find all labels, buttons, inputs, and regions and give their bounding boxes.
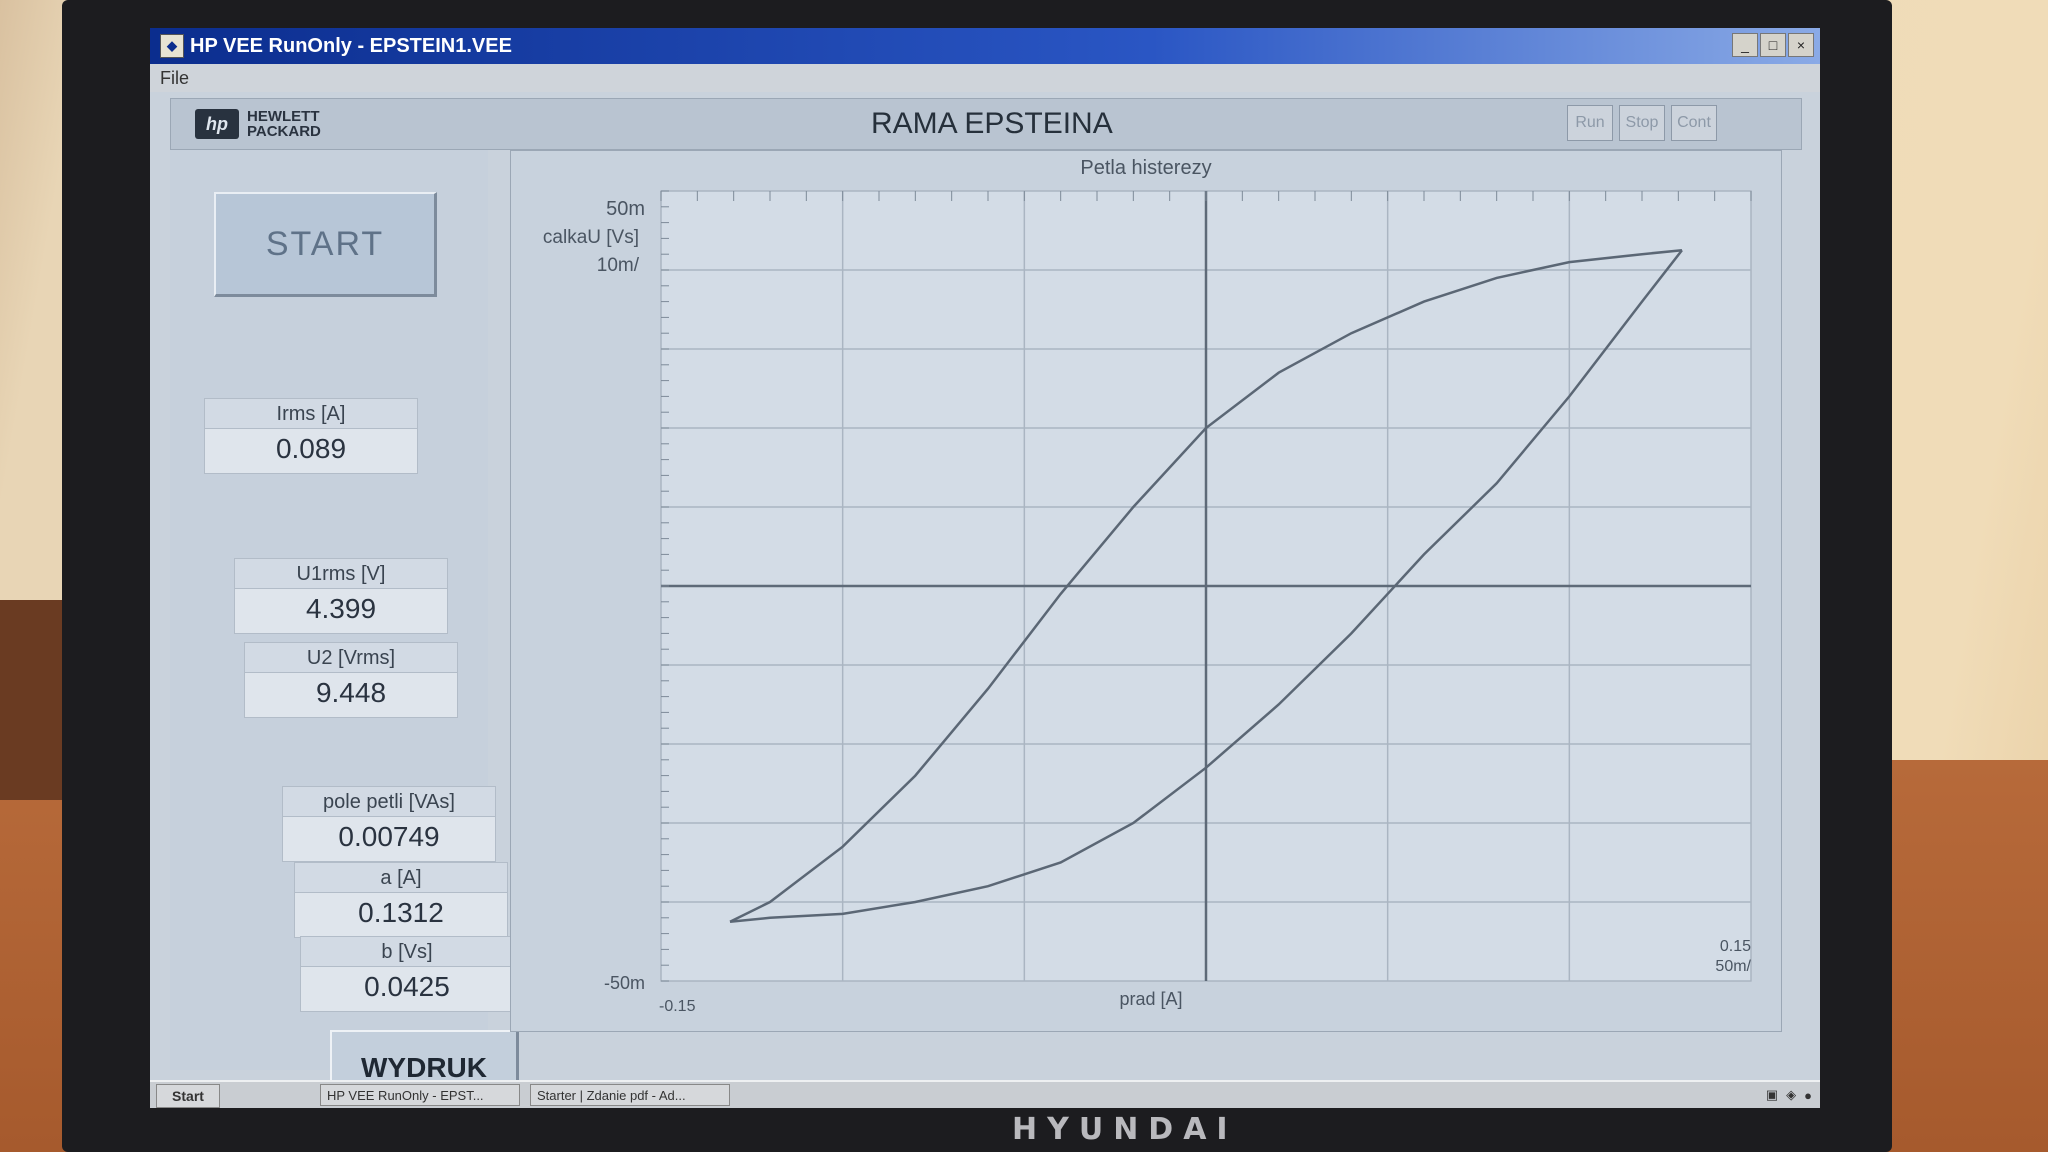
window-title: HP VEE RunOnly - EPSTEIN1.VEE — [190, 34, 512, 57]
hp-logo: hp HEWLETT PACKARD — [195, 109, 321, 139]
y-axis-title: calkaU [Vs] — [543, 227, 639, 248]
taskbar-start-button[interactable]: Start — [156, 1084, 220, 1108]
hp-badge-icon: hp — [195, 109, 239, 139]
x-left-label: -0.15 — [659, 998, 696, 1015]
u1rms-value: 4.399 — [235, 589, 447, 633]
b-readout: b [Vs] 0.0425 — [300, 936, 514, 1012]
taskbar-task-pdf[interactable]: Starter | Zdanie pdf - Ad... — [530, 1084, 730, 1106]
run-controls: Run Stop Cont — [1567, 105, 1717, 141]
a-value: 0.1312 — [295, 893, 507, 937]
irms-readout: Irms [A] 0.089 — [204, 398, 418, 474]
maximize-button[interactable]: □ — [1760, 33, 1786, 57]
window-controls: _ □ × — [1732, 33, 1814, 57]
irms-value: 0.089 — [205, 429, 417, 473]
x-axis-title: prad [A] — [1119, 989, 1182, 1009]
tray-volume-icon: ◈ — [1786, 1087, 1797, 1102]
cont-button[interactable]: Cont — [1671, 105, 1717, 141]
u1rms-readout: U1rms [V] 4.399 — [234, 558, 448, 634]
y-division-label: 10m/ — [597, 255, 640, 276]
logo-line-2: PACKARD — [247, 123, 321, 140]
b-value: 0.0425 — [301, 967, 513, 1011]
left-panel: START Irms [A] 0.089 U1rms [V] 4.399 U2 … — [170, 150, 519, 1107]
hysteresis-lower-branch — [729, 249, 1683, 923]
x-division-label: 50m/ — [1715, 958, 1751, 975]
minimize-button[interactable]: _ — [1732, 33, 1758, 57]
title-bar: ◆ HP VEE RunOnly - EPSTEIN1.VEE _ □ × — [150, 28, 1820, 64]
a-label: a [A] — [295, 863, 507, 893]
tray-network-icon: ▣ — [1765, 1087, 1779, 1102]
stop-button[interactable]: Stop — [1619, 105, 1665, 141]
plot-curves — [729, 249, 1683, 923]
u2-value: 9.448 — [245, 673, 457, 717]
loop-area-value: 0.00749 — [283, 817, 495, 861]
run-button[interactable]: Run — [1567, 105, 1613, 141]
y-bottom-label: -50m — [604, 973, 645, 993]
plot-title: Petla histerezy — [1080, 157, 1212, 179]
screen: ◆ HP VEE RunOnly - EPSTEIN1.VEE _ □ × Fi… — [150, 28, 1820, 1108]
close-button[interactable]: × — [1788, 33, 1814, 57]
system-tray: ▣ ◈ ● — [1766, 1084, 1812, 1106]
loop-area-readout: pole petli [VAs] 0.00749 — [282, 786, 496, 862]
plot-svg: 50m calkaU [Vs] calkaU [Vs] 10m/ -50m -0… — [543, 190, 1752, 1015]
app-icon: ◆ — [160, 34, 184, 58]
x-right-label: 0.15 — [1720, 938, 1751, 955]
plot-axes — [660, 190, 1752, 982]
header-strip: hp HEWLETT PACKARD RAMA EPSTEINA Run Sto… — [170, 98, 1802, 150]
hysteresis-upper-branch — [729, 249, 1683, 923]
menu-bar: File — [150, 64, 1820, 92]
loop-area-label: pole petli [VAs] — [283, 787, 495, 817]
monitor-brand: HYUNDAI — [1012, 1112, 1238, 1147]
taskbar: Start HP VEE RunOnly - EPST... Starter |… — [150, 1080, 1820, 1108]
a-readout: a [A] 0.1312 — [294, 862, 508, 938]
menu-file[interactable]: File — [160, 68, 190, 88]
taskbar-task-hpvee[interactable]: HP VEE RunOnly - EPST... — [320, 1084, 520, 1106]
u1rms-label: U1rms [V] — [235, 559, 447, 589]
tray-misc-icon: ● — [1804, 1087, 1812, 1103]
start-button[interactable]: START — [214, 192, 437, 297]
u2-readout: U2 [Vrms] 9.448 — [244, 642, 458, 718]
logo-line-1: HEWLETT — [247, 108, 320, 125]
app-title: RAMA EPSTEINA — [871, 107, 1113, 140]
y-top-label: 50m — [606, 198, 645, 220]
b-label: b [Vs] — [301, 937, 513, 967]
u2-label: U2 [Vrms] — [245, 643, 457, 673]
hysteresis-plot: Petla histerezy 50m calkaU [Vs] calkaU [… — [510, 150, 1782, 1032]
irms-label: Irms [A] — [205, 399, 417, 429]
